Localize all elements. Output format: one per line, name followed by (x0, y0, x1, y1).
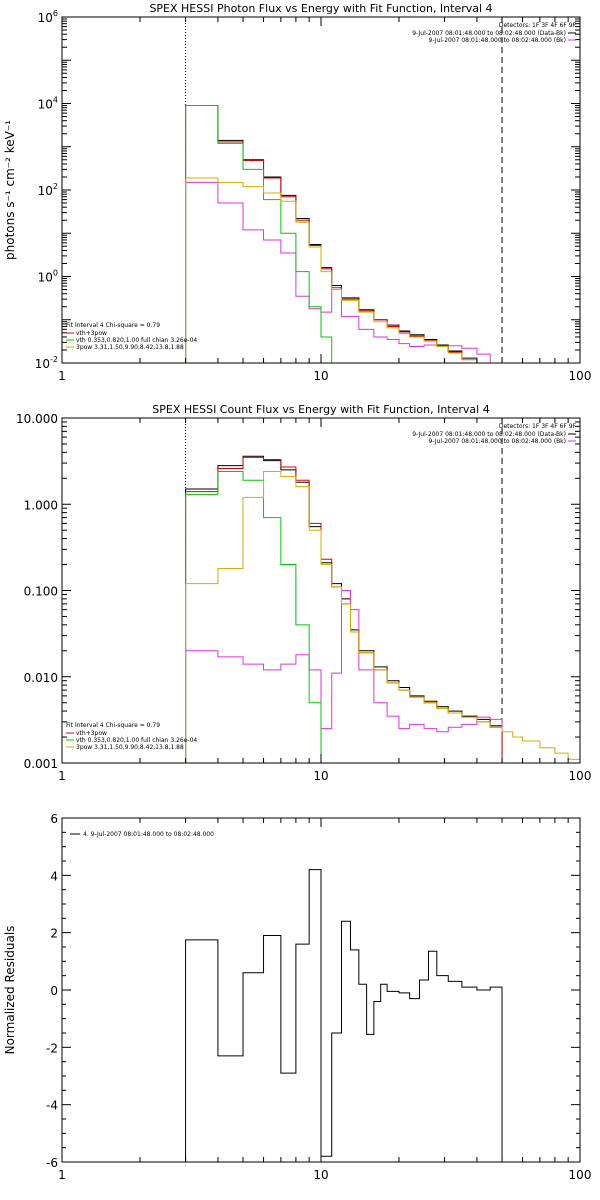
legend-header: Detectors: 1F 3F 4F 6F 9F (499, 423, 577, 430)
x-tick-label: 100 (569, 769, 592, 783)
y-tick-exponent: 6 (53, 9, 58, 18)
series-line-bk (185, 590, 503, 763)
series-line-vth-3pow (185, 104, 478, 363)
series-group (185, 455, 580, 763)
series-line-vth (185, 104, 333, 363)
x-tick-label: 1 (58, 769, 66, 783)
y-tick-label: 0.001 (24, 757, 58, 771)
legend-label: 3pow 3.31,1.50,9.90,8.42,13.8,1.88 (76, 744, 184, 751)
legend-label: 4. 9-Jul-2007 08:01:48.000 to 08:02:48.0… (83, 831, 214, 838)
series-line-vth (185, 470, 322, 763)
legend-label: vth+3pow (76, 330, 107, 337)
chart-panel-3: 1 10 100 -6 -4 -2 0 2 4 6 Normalized Residuals 4. 9… (3, 812, 591, 1182)
y-tick-exponent: -2 (50, 355, 58, 364)
legend-label: vth 0.353,0.820,1.00 full chian 3.26e-04 (76, 337, 197, 344)
legend-header: Fit Interval 4 Chi-square = 0.79 (66, 722, 160, 729)
y-tick-label: 0.010 (24, 671, 58, 685)
y-tick-label: 2 (50, 927, 58, 941)
y-tick-label: 100 (38, 269, 58, 285)
series-line-vth-3pow (185, 456, 503, 763)
series-line-3pow (185, 177, 478, 363)
y-tick-exponent: 2 (53, 182, 58, 191)
legend-label: 9-Jul-2007 08:01:48.000 to 08:02:48.000 … (428, 37, 566, 44)
series-line-data-bk (185, 104, 478, 363)
y-axis-label: Normalized Residuals (3, 926, 17, 1055)
x-tick-label: 100 (569, 369, 592, 383)
chart-title: SPEX HESSI Photon Flux vs Energy with Fi… (149, 2, 492, 15)
y-tick-label: 0.100 (24, 585, 58, 599)
legend-label: 9-Jul-2007 08:01:48.000 to 08:02:48.000 … (412, 431, 566, 438)
y-tick-label: 10-2 (35, 355, 58, 371)
y-tick-label: 102 (38, 182, 58, 198)
y-tick-base: 10 (38, 11, 53, 25)
legend-label: 9-Jul-2007 08:01:48.000 to 08:02:48.000 … (412, 30, 566, 37)
y-tick-label: -4 (46, 1099, 58, 1113)
y-tick-base: 10 (38, 271, 53, 285)
x-tick-label: 10 (313, 769, 328, 783)
chart-panel-2: SPEX HESSI Count Flux vs Energy with Fit… (16, 403, 592, 783)
y-tick-label: 1.000 (24, 498, 58, 512)
legend-label: 3pow 3.31,1.50,9.90,8.42,13.8,1.88 (76, 344, 184, 351)
series-group (185, 104, 503, 363)
legend-header: Detectors: 1F 3F 4F 6F 9F (499, 22, 577, 29)
y-tick-exponent: 0 (53, 269, 58, 278)
y-axis-label: photons s⁻¹ cm⁻² keV⁻¹ (3, 120, 17, 260)
y-tick-label: 104 (38, 96, 58, 112)
series-line-bk (185, 181, 503, 363)
y-tick-label: 0 (50, 984, 58, 998)
x-tick-label: 1 (58, 369, 66, 383)
series-line-3pow (185, 470, 580, 763)
y-tick-base: 10 (38, 184, 53, 198)
y-tick-base: 10 (38, 98, 53, 112)
series-group (185, 869, 503, 1162)
x-tick-label: 1 (58, 1168, 66, 1182)
y-tick-label: 6 (50, 812, 58, 826)
series-line-data-bk (185, 455, 503, 763)
y-tick-label: -6 (46, 1156, 58, 1170)
x-tick-label: 10 (313, 369, 328, 383)
legend-label: vth+3pow (76, 730, 107, 737)
chart-panel-1: SPEX HESSI Photon Flux vs Energy with Fi… (3, 2, 592, 383)
y-tick-label: 10.000 (16, 412, 58, 426)
legend-label: vth 0.353,0.820,1.00 full chian 3.26e-04 (76, 737, 197, 744)
y-tick-base: 10 (35, 357, 50, 371)
y-tick-exponent: 4 (53, 96, 58, 105)
y-tick-label: 106 (38, 9, 58, 25)
x-tick-label: 100 (569, 1168, 592, 1182)
chart-title: SPEX HESSI Count Flux vs Energy with Fit… (152, 403, 489, 416)
series-line-0 (185, 869, 503, 1162)
legend-header: Fit Interval 4 Chi-square = 0.79 (66, 322, 160, 329)
y-tick-label: 4 (50, 869, 58, 883)
y-tick-label: -2 (46, 1041, 58, 1055)
x-tick-label: 10 (313, 1168, 328, 1182)
legend-label: 9-Jul-2007 08:01:48.000 to 08:02:48.000 … (428, 438, 566, 445)
